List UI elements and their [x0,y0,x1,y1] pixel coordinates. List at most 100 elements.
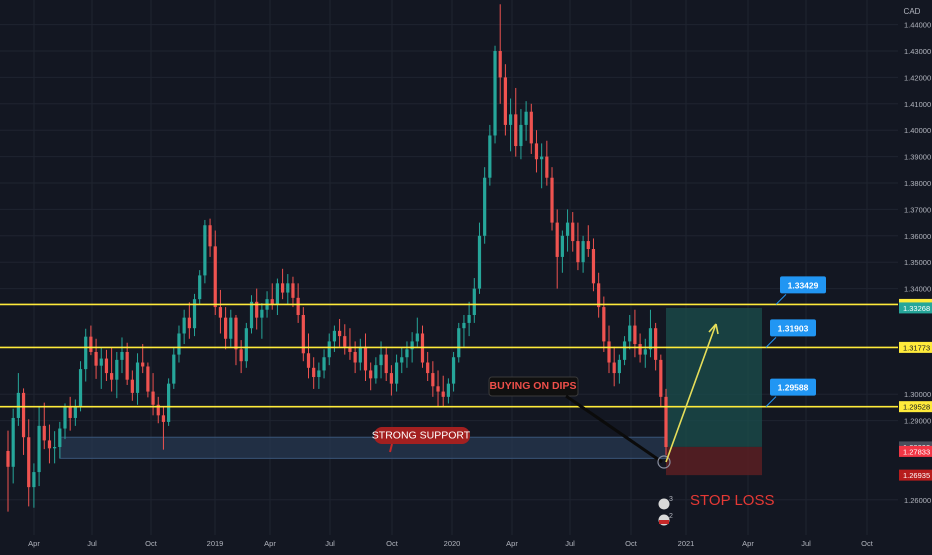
y-tick-label: 1.38000 [904,179,931,188]
candle-body [161,415,166,422]
candle-body [586,241,590,249]
candle-body [58,428,62,447]
candle-body [493,51,497,136]
candle-body [63,407,67,429]
level-callout-box [770,378,816,396]
candle-body [68,407,72,418]
candle-body [32,472,36,488]
x-tick-label: Jul [325,539,335,548]
candle-body [384,354,388,374]
candle-body [607,341,611,363]
candle-body [172,354,176,384]
candle-body [545,156,549,178]
x-tick-label: Oct [861,539,874,548]
candle-body [389,373,394,384]
candle-body [260,309,264,318]
levels: 1.33429 1.31903 1.29588 [0,276,898,408]
candle-body [187,317,191,329]
price-tag-label: 1.31773 [903,343,930,352]
level-callout-box [780,276,826,294]
candle-body [110,373,114,380]
candle-body [275,283,280,305]
candle-body [374,365,378,379]
candle-body [426,362,430,374]
candle-body [617,359,621,374]
candle-body [47,440,52,449]
candle-body [337,330,342,337]
candle-body [135,362,140,393]
candle-body [306,353,311,368]
candle-body [218,307,223,318]
price-tag-bg [899,401,932,413]
candle-body [654,328,658,360]
price-tag-label: 1.29528 [903,403,930,412]
candle-body [120,351,124,360]
x-tick-label: 2020 [444,539,461,548]
marker-top-label: 3 [669,496,673,503]
candle-body [503,77,507,125]
candle-body [53,447,57,449]
marker-bottom-label: 2 [669,513,673,520]
candle-body [415,333,419,342]
candle-body [555,222,559,257]
candle-body [534,143,539,160]
candle-body [244,328,248,362]
candle-body [16,392,20,418]
candle-body [37,425,41,473]
candle-body [213,246,217,308]
y-tick-label: 1.37000 [904,205,931,214]
candle-body [628,325,632,342]
candle-body [431,373,435,387]
x-tick-label: Apr [28,539,40,548]
price-tag-bg [899,302,932,314]
candle-body [167,383,171,422]
candle-body [348,346,352,352]
candle-body [239,349,243,362]
y-tick-label: 1.34000 [904,285,931,294]
candle-body [286,283,290,293]
candle-body [436,386,440,392]
stop-loss-label: STOP LOSS [690,492,775,509]
y-tick-label: 1.40000 [904,126,931,135]
candle-body [363,346,368,371]
candle-body [524,111,528,125]
y-tick-label: 1.43000 [904,47,931,56]
candle-body [322,357,326,371]
stop-zone [666,446,762,476]
candle-body [192,299,197,329]
candle-body [78,369,83,407]
candle-body [379,354,383,366]
projection-arrow-line [665,323,717,463]
candle-body [472,288,476,315]
candle-body [410,341,414,350]
buying-on-dips-box [488,376,579,397]
candle-body [622,341,627,360]
candle-body [591,249,596,284]
candle-body [400,357,404,363]
price-tag-label: 1.33268 [903,304,930,313]
buying-on-dips-arrow [565,394,663,464]
candle-body [633,325,637,345]
y-tick-label: 1.35000 [904,258,931,267]
axes: 1.44000 1.43000 1.42000 1.41000 1.40000 1.390… [28,7,932,548]
candle-body [234,317,238,350]
candle-body [141,362,145,367]
candle-body [540,156,544,160]
x-tick-label: 2021 [678,539,695,548]
annotations: STRONG SUPPORT BUYING ON DIPS STOP LOSS 3 2 [372,323,775,526]
projection-arrowhead [708,323,719,335]
candle-body [291,283,295,298]
candle-body [550,177,554,223]
candle-body [130,379,134,393]
candle-body [73,406,77,418]
candle-body [301,315,305,354]
candle-body [280,283,285,293]
level-callout-label: 1.29588 [778,383,809,393]
candle-body [312,367,316,378]
candle-body [483,177,487,236]
candle-body [343,336,347,347]
x-tick-label: Jul [87,539,97,548]
candle-body [457,328,461,358]
